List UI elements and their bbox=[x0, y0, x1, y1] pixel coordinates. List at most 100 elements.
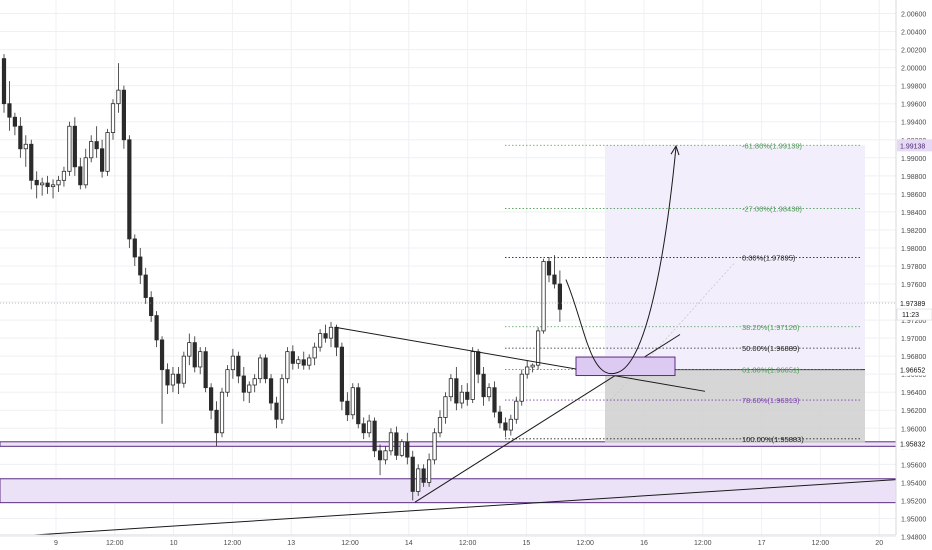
candle-body bbox=[372, 420, 377, 452]
candle-body bbox=[421, 468, 426, 483]
fib-level-label: 0.00%(1.97895) bbox=[742, 253, 796, 262]
candle-body bbox=[61, 170, 67, 181]
candle-body bbox=[296, 359, 301, 364]
y-tick-label: 1.98600 bbox=[901, 192, 926, 199]
candle-body bbox=[176, 373, 181, 384]
support-zone-lower bbox=[0, 478, 897, 504]
candle-body bbox=[138, 256, 143, 276]
x-tick-label: 17 bbox=[758, 540, 766, 547]
candle-body bbox=[149, 297, 154, 316]
y-tick-label: 1.95400 bbox=[901, 480, 926, 487]
candle-body bbox=[443, 396, 448, 418]
candle-body bbox=[557, 283, 563, 310]
fib-level-label: 50.00%(1.96889) bbox=[742, 344, 800, 353]
price-tags: 1.99138 1.97389 11:23 1.96652 1.95832 bbox=[896, 139, 932, 450]
candle-body bbox=[497, 411, 503, 424]
y-tick-label: 1.95000 bbox=[901, 516, 926, 523]
y-tick-label: 1.97200 bbox=[901, 318, 926, 325]
fib-level-label: -61.80%(1.99139) bbox=[742, 141, 803, 150]
candle-body bbox=[154, 315, 159, 341]
candle-body bbox=[89, 141, 94, 159]
y-tick-label: 1.99600 bbox=[901, 102, 926, 109]
candle-body bbox=[219, 391, 225, 434]
candle-body bbox=[132, 238, 137, 258]
y-tick-label: 1.96600 bbox=[901, 372, 926, 379]
candle-body bbox=[508, 418, 513, 431]
price-axis[interactable]: 2.00600 2.00400 2.00200 2.00000 1.99800 1.996… bbox=[895, 0, 926, 541]
candle-body bbox=[536, 330, 541, 366]
candle-body bbox=[236, 355, 241, 377]
candle-body bbox=[252, 378, 257, 386]
descending-trendline bbox=[334, 326, 706, 392]
candle-body bbox=[301, 359, 306, 366]
price-tag-bottom: 1.95832 bbox=[900, 441, 925, 448]
trend-drawings[interactable] bbox=[0, 144, 897, 536]
candle-body bbox=[187, 342, 192, 357]
fibonacci-retracement[interactable]: -61.80%(1.99139) -27.00%(1.98438) 0.00%(1.… bbox=[505, 141, 860, 444]
x-tick-label: 12:00 bbox=[459, 540, 477, 547]
candle-body bbox=[7, 103, 12, 118]
candle-body bbox=[247, 384, 252, 393]
candle-body bbox=[307, 357, 312, 366]
candle-body bbox=[519, 373, 524, 402]
candle-body bbox=[121, 89, 126, 141]
y-tick-label: 1.96000 bbox=[901, 426, 926, 433]
y-tick-label: 2.00600 bbox=[901, 12, 926, 19]
candle-body bbox=[241, 375, 246, 393]
candle-body bbox=[143, 274, 148, 298]
candle-body bbox=[12, 116, 17, 127]
y-tick-label: 1.98400 bbox=[901, 210, 926, 217]
candle-body bbox=[285, 351, 290, 380]
y-tick-label: 1.96400 bbox=[901, 390, 926, 397]
fib-level-label: 100.00%(1.95883) bbox=[742, 435, 804, 444]
y-tick-label: 1.97000 bbox=[901, 336, 926, 343]
time-axis[interactable]: 9 12:00 10 12:00 13 12:00 14 12:00 15 12:00 16 12:0… bbox=[0, 534, 896, 547]
fib-level-label: 61.80%(1.96651) bbox=[742, 366, 800, 375]
projected-path bbox=[565, 146, 677, 375]
candle-body bbox=[541, 261, 546, 332]
candle-body bbox=[350, 387, 355, 416]
fib-level-label: 78.60%(1.96313) bbox=[742, 396, 800, 405]
candle-body bbox=[110, 103, 116, 133]
candle-body bbox=[225, 369, 230, 393]
price-tag-current-bg bbox=[897, 297, 932, 310]
candle-body bbox=[198, 351, 203, 368]
candle-body bbox=[23, 143, 28, 150]
candle-body bbox=[18, 125, 23, 150]
candle-body bbox=[437, 417, 443, 434]
candle-body bbox=[34, 179, 39, 186]
y-tick-label: 1.99400 bbox=[901, 120, 926, 127]
candle-body bbox=[377, 450, 383, 461]
candle-body bbox=[448, 378, 454, 398]
candle-body bbox=[78, 166, 83, 186]
candle-body bbox=[481, 373, 486, 398]
x-tick-label: 13 bbox=[287, 540, 295, 547]
price-tag-mid: 1.96652 bbox=[900, 367, 925, 374]
candle-body bbox=[416, 468, 421, 492]
candle-body bbox=[230, 355, 235, 371]
candle-body bbox=[476, 351, 481, 375]
candle-body bbox=[339, 346, 345, 402]
candle-body bbox=[317, 333, 323, 348]
ascending-long-trendline bbox=[33, 479, 897, 536]
fib-level-label: 38.20%(1.97126) bbox=[742, 323, 800, 332]
price-tag-mid-bg bbox=[897, 363, 932, 376]
target-box bbox=[605, 145, 865, 370]
candle-body bbox=[56, 179, 61, 186]
candle-body bbox=[459, 391, 464, 404]
candle-body bbox=[394, 432, 399, 456]
x-tick-label: 16 bbox=[640, 540, 648, 547]
y-tick-label: 1.96200 bbox=[901, 408, 926, 415]
candle-body bbox=[454, 378, 459, 404]
candle-body bbox=[514, 400, 519, 420]
candle-body bbox=[312, 346, 317, 359]
candle-body bbox=[1, 58, 7, 105]
countdown-bg bbox=[896, 308, 932, 321]
candle-body bbox=[290, 351, 295, 364]
fib-trend-diagonal bbox=[611, 262, 736, 400]
candle-body bbox=[29, 143, 34, 181]
candle-body bbox=[367, 420, 372, 434]
y-tick-label: 1.95200 bbox=[901, 498, 926, 505]
candle-body bbox=[100, 148, 105, 172]
